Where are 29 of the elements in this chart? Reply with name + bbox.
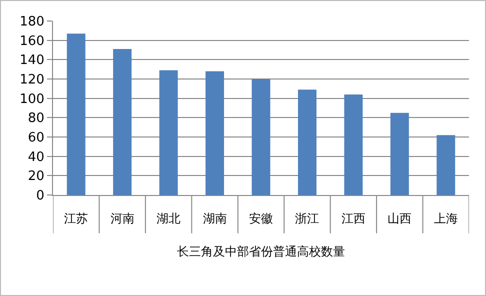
bar	[390, 112, 409, 195]
x-axis-title: 长三角及中部省份普通高校数量	[177, 244, 345, 258]
x-tick-label: 湖北	[156, 211, 181, 226]
bar	[252, 79, 270, 195]
x-tick-label: 山西	[388, 211, 412, 226]
y-tick-label: 120	[20, 72, 44, 88]
x-tick-label: 江西	[341, 211, 366, 226]
bar	[298, 90, 316, 195]
x-tick-label: 浙江	[295, 211, 320, 226]
bar	[159, 70, 178, 195]
y-tick-label: 40	[28, 150, 44, 165]
bar	[66, 34, 86, 195]
bar	[436, 135, 456, 195]
y-tick-label: 100	[20, 92, 44, 107]
x-tick-label: 安徽	[249, 211, 273, 226]
y-tick-label: 160	[20, 34, 44, 49]
y-tick-label: 0	[36, 188, 44, 204]
bar	[113, 49, 132, 195]
y-tick-label: 180	[20, 14, 44, 30]
y-tick-label: 20	[28, 169, 44, 184]
bar	[344, 94, 363, 195]
x-tick-label: 河南	[110, 211, 134, 226]
y-tick-label: 140	[20, 53, 44, 68]
y-tick-label: 80	[28, 111, 44, 126]
x-tick-label: 江苏	[64, 211, 88, 226]
y-tick-label: 60	[28, 130, 44, 146]
x-tick-label: 上海	[434, 211, 458, 226]
x-tick-label: 湖南	[202, 211, 227, 226]
bar	[206, 71, 224, 195]
